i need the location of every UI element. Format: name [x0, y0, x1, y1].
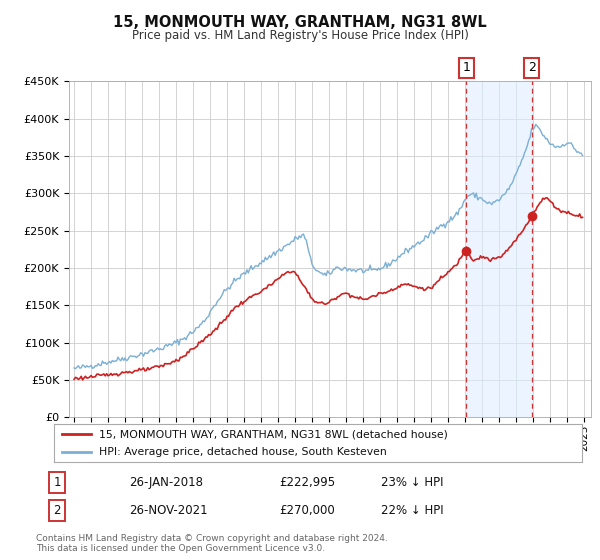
Text: 1: 1 — [53, 476, 61, 489]
Text: 23% ↓ HPI: 23% ↓ HPI — [381, 476, 443, 489]
Text: Contains HM Land Registry data © Crown copyright and database right 2024.: Contains HM Land Registry data © Crown c… — [36, 534, 388, 543]
Text: 2: 2 — [53, 504, 61, 517]
Text: 26-NOV-2021: 26-NOV-2021 — [129, 504, 208, 517]
Text: £222,995: £222,995 — [279, 476, 335, 489]
Text: £270,000: £270,000 — [279, 504, 335, 517]
Text: 15, MONMOUTH WAY, GRANTHAM, NG31 8WL (detached house): 15, MONMOUTH WAY, GRANTHAM, NG31 8WL (de… — [99, 429, 448, 439]
Text: 26-JAN-2018: 26-JAN-2018 — [129, 476, 203, 489]
Text: Price paid vs. HM Land Registry's House Price Index (HPI): Price paid vs. HM Land Registry's House … — [131, 29, 469, 42]
Bar — [466, 81, 532, 417]
Text: 1: 1 — [463, 62, 470, 74]
Text: This data is licensed under the Open Government Licence v3.0.: This data is licensed under the Open Gov… — [36, 544, 325, 553]
Text: 22% ↓ HPI: 22% ↓ HPI — [381, 504, 443, 517]
Text: 2: 2 — [528, 62, 536, 74]
Text: 15, MONMOUTH WAY, GRANTHAM, NG31 8WL: 15, MONMOUTH WAY, GRANTHAM, NG31 8WL — [113, 15, 487, 30]
Text: HPI: Average price, detached house, South Kesteven: HPI: Average price, detached house, Sout… — [99, 447, 386, 458]
